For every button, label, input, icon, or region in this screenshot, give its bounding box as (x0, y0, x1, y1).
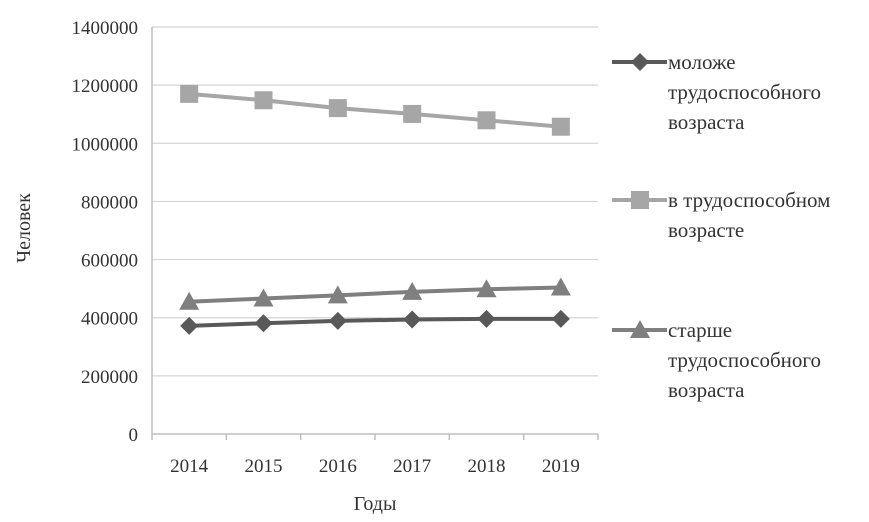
legend-label: в трудоспособном (668, 188, 830, 212)
legend-label: трудоспособного (668, 348, 821, 372)
legend-label: возрасте (668, 218, 744, 242)
series-line-triangle (189, 285, 561, 304)
y-tick-label: 800000 (81, 192, 138, 213)
data-point-square (403, 104, 422, 123)
x-tick-label: 2018 (468, 456, 506, 477)
series-layer (179, 84, 571, 335)
legend-label: трудоспособного (668, 80, 821, 104)
y-tick-label: 1000000 (72, 134, 139, 155)
legend-label: моложе (668, 50, 736, 74)
y-tick-label: 400000 (81, 309, 138, 330)
series-line-diamond (189, 316, 561, 328)
data-point-triangle (550, 277, 571, 296)
x-tick-label: 2016 (319, 456, 357, 477)
data-point-square (328, 99, 347, 118)
x-tick-label: 2019 (542, 456, 580, 477)
x-tick-label: 2017 (393, 456, 431, 477)
x-axis-title: Годы (354, 493, 397, 515)
y-tick-label: 1200000 (72, 76, 139, 97)
legend-label: старше (668, 318, 732, 342)
data-point-square (551, 117, 570, 136)
y-tick-label: 1400000 (72, 18, 139, 39)
y-tick-label: 600000 (81, 251, 138, 272)
legend-marker-triangle (630, 320, 650, 338)
gridlines (152, 26, 598, 377)
x-tick-label: 2015 (245, 456, 283, 477)
data-point-diamond (403, 310, 422, 329)
data-point-triangle (402, 281, 423, 300)
x-tick-label: 2014 (170, 456, 209, 477)
legend-label: возраста (668, 110, 745, 134)
legend-marker-square (631, 191, 649, 209)
legend-marker-diamond (631, 53, 649, 71)
data-point-triangle (327, 285, 348, 304)
axes: 0 200000 400000 600000 800000 1000000 1200000 1… (72, 18, 599, 477)
data-point-diamond (477, 309, 496, 328)
data-point-diamond (180, 316, 199, 335)
data-point-triangle (253, 288, 274, 307)
data-point-diamond (328, 311, 347, 330)
legend: моложе трудоспособного возраста в трудоспос… (612, 50, 830, 402)
data-point-square (477, 111, 496, 130)
series-line-square (188, 91, 562, 129)
y-tick-label: 200000 (81, 367, 138, 388)
data-point-square (180, 84, 199, 103)
y-tick-label: 0 (129, 425, 139, 446)
data-point-square (254, 91, 273, 110)
data-point-diamond (254, 314, 273, 333)
y-axis-title: Человек (13, 193, 35, 263)
legend-label: возраста (668, 378, 745, 402)
data-point-triangle (476, 279, 497, 298)
data-point-triangle (179, 291, 200, 310)
data-point-diamond (551, 309, 570, 328)
